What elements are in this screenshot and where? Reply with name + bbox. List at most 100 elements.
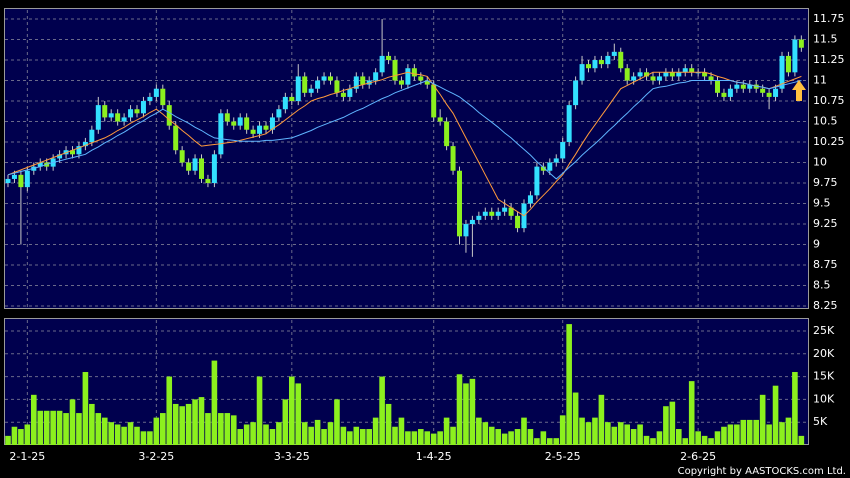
volume-bar — [359, 429, 366, 445]
volume-bar — [263, 424, 269, 445]
volume-bar — [334, 399, 340, 445]
volume-bar — [759, 394, 766, 445]
candle-body — [669, 72, 675, 77]
candle-body — [437, 117, 443, 122]
candle-body — [179, 150, 185, 163]
volume-bar — [534, 438, 540, 445]
candle-body — [553, 158, 559, 163]
x-tick-label: 3-3-25 — [274, 450, 310, 463]
volume-bar — [740, 419, 747, 445]
candle-body — [508, 207, 514, 216]
y-tick-label: 9 — [813, 238, 820, 251]
price-panel — [4, 8, 809, 309]
candle-body — [418, 76, 424, 81]
copyright: Copyright by AASTOCKS.com Ltd. — [678, 466, 846, 477]
volume-bar — [663, 406, 669, 445]
y-tick-label: 8.5 — [813, 279, 831, 292]
volume-bar — [321, 429, 327, 445]
volume-bar — [11, 426, 18, 445]
candle-body — [82, 142, 88, 147]
candle-body — [205, 178, 211, 184]
candle-body — [70, 150, 75, 155]
candle-body — [482, 211, 488, 216]
candle-body — [495, 211, 501, 216]
candle-body — [747, 84, 753, 89]
volume-bar — [327, 422, 334, 445]
volume-bar — [721, 426, 727, 445]
candle-body — [424, 80, 430, 85]
volume-bar — [243, 424, 250, 445]
volume-bar — [476, 417, 482, 445]
candle-body — [140, 101, 146, 114]
moving-average-line — [7, 79, 802, 180]
volume-bar — [450, 426, 456, 445]
volume-bar — [276, 422, 282, 445]
volume-bar — [353, 426, 360, 445]
candle-body — [237, 117, 243, 126]
candle-body — [502, 207, 508, 212]
volume-bar — [637, 424, 643, 445]
y-tick-label: 11.5 — [813, 33, 838, 46]
volume-bar — [605, 422, 611, 445]
volume-bar — [166, 376, 173, 445]
y-tick-label: 8.25 — [813, 299, 838, 312]
volume-bar — [572, 392, 579, 445]
x-tick-label: 2-5-25 — [545, 450, 581, 463]
volume-bar — [688, 381, 695, 445]
candle-body — [102, 105, 108, 118]
candle-body — [566, 105, 572, 143]
volume-bar — [295, 383, 302, 445]
candle-body — [360, 76, 366, 85]
y-tick-label: 10.25 — [813, 135, 845, 148]
volume-bar — [114, 424, 121, 445]
volume-bar — [24, 424, 31, 445]
volume-bar — [5, 435, 11, 445]
candle-body — [618, 51, 624, 69]
volume-bar — [379, 376, 385, 445]
volume-bar — [237, 429, 243, 445]
volume-bar — [269, 429, 276, 445]
volume-bar — [527, 429, 534, 445]
volume-bar — [18, 429, 24, 445]
candle-body — [650, 76, 656, 81]
candle-body — [289, 96, 295, 102]
candle-body — [160, 88, 166, 106]
candle-body — [592, 60, 598, 69]
volume-bar — [411, 431, 418, 445]
candle-body — [695, 72, 701, 74]
volume-bar — [772, 385, 779, 445]
candle-body — [379, 55, 385, 73]
volume-bar — [198, 397, 205, 445]
candle-body — [644, 72, 650, 77]
volume-bar — [553, 438, 560, 445]
candle-body — [315, 80, 321, 89]
volume-bar — [430, 433, 437, 445]
candle-body — [534, 166, 540, 196]
candle-body — [579, 64, 585, 81]
candle-body — [715, 80, 720, 93]
volume-bar — [437, 431, 443, 445]
x-tick-label: 2-1-25 — [9, 450, 45, 463]
candle-body — [244, 117, 250, 130]
candle-body — [457, 170, 462, 237]
volume-bar — [50, 410, 56, 445]
candle-body — [353, 76, 359, 89]
candle-body — [295, 76, 301, 102]
volume-bar — [76, 413, 82, 445]
candle-body — [224, 113, 230, 122]
candle-body — [166, 105, 172, 126]
volume-bar — [340, 426, 347, 445]
volume-bar — [160, 413, 166, 445]
y-tick-label: 9.25 — [813, 217, 838, 230]
volume-bar — [785, 417, 792, 445]
volume-bar — [463, 383, 469, 445]
volume-bar — [192, 399, 198, 445]
candle-body — [721, 92, 727, 97]
volume-panel — [4, 318, 809, 445]
candle-body — [121, 117, 127, 122]
y-tick-label: 10 — [813, 156, 827, 169]
volume-bar — [779, 422, 785, 445]
volume-bar — [682, 438, 689, 445]
volume-bar — [643, 435, 650, 445]
